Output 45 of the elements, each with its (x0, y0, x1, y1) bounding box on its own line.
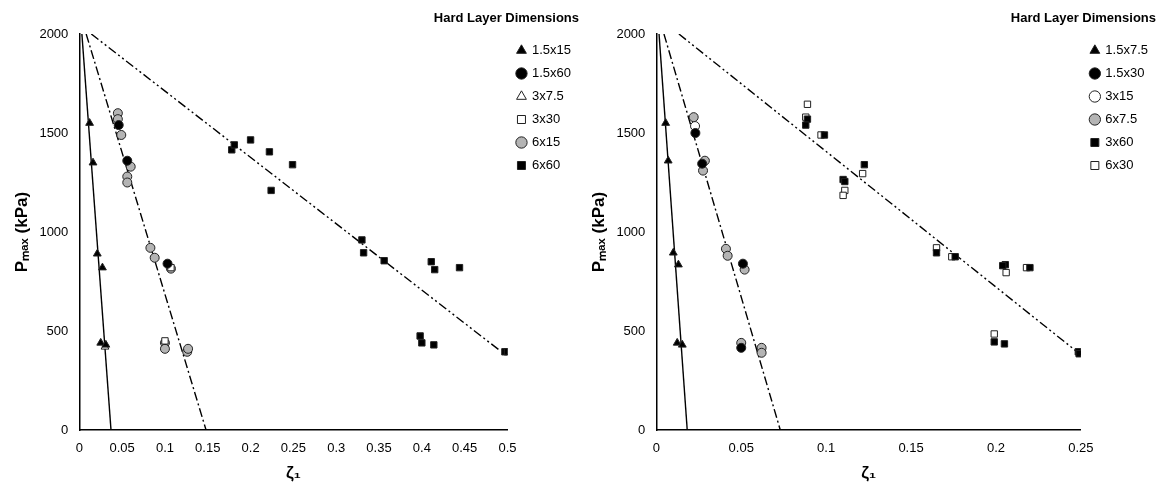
x-tick-label: 0.05 (728, 440, 754, 456)
x-tick-label: 0.2 (241, 440, 260, 456)
x-tick-label: 0.05 (109, 440, 135, 456)
legend-label: 3x7.5 (531, 88, 564, 104)
x-tick-label: 0.3 (327, 440, 346, 456)
y-tick-label: 1000 (39, 223, 69, 239)
legend-label: 1.5x60 (531, 65, 572, 81)
x-tick-label: 0.25 (1068, 440, 1094, 456)
x-tick-label: 0.35 (366, 440, 392, 456)
legend-title: Hard Layer Dimensions (433, 10, 579, 26)
legend-title: Hard Layer Dimensions (1010, 10, 1156, 26)
legend-label: 1.5x7.5 (1105, 42, 1149, 58)
x-tick-label: 0 (75, 440, 83, 456)
x-tick-label: 0.15 (898, 440, 924, 456)
y-axis-title: Pₘₐₓ (kPa) (588, 191, 608, 273)
x-axis-title: ζ₁ (285, 463, 301, 483)
x-tick-label: 0.45 (452, 440, 478, 456)
x-tick-label: 0.4 (412, 440, 431, 456)
x-tick-label: 0.2 (986, 440, 1005, 456)
legend-label: 1.5x30 (1105, 65, 1145, 81)
x-tick-label: 0 (652, 440, 660, 456)
x-axis-title: ζ₁ (861, 463, 877, 483)
legend-label: 1.5x15 (531, 42, 572, 58)
legend-label: 3x30 (531, 111, 561, 127)
x-tick-label: 0.15 (195, 440, 221, 456)
x-tick-label: 0.1 (817, 440, 836, 456)
y-tick-label: 0 (638, 421, 646, 437)
y-tick-label: 0 (61, 421, 69, 437)
legend-label: 6x60 (531, 157, 561, 173)
x-tick-label: 0.5 (498, 440, 517, 456)
legend-label: 6x15 (531, 134, 561, 150)
y-tick-label: 2000 (616, 25, 646, 41)
y-tick-label: 1500 (616, 124, 646, 140)
y-tick-label: 1500 (39, 124, 69, 140)
y-axis-title: Pₘₐₓ (kPa) (11, 191, 31, 273)
legend-label: 6x7.5 (1105, 111, 1138, 127)
legend-label: 3x15 (1105, 88, 1134, 104)
y-tick-label: 500 (46, 322, 69, 338)
y-tick-label: 500 (623, 322, 646, 338)
x-tick-label: 0.1 (155, 440, 174, 456)
y-tick-label: 1000 (616, 223, 646, 239)
legend-label: 3x60 (1105, 134, 1134, 150)
x-tick-label: 0.25 (280, 440, 307, 456)
legend-label: 6x30 (1105, 157, 1134, 173)
y-tick-label: 2000 (39, 25, 69, 41)
